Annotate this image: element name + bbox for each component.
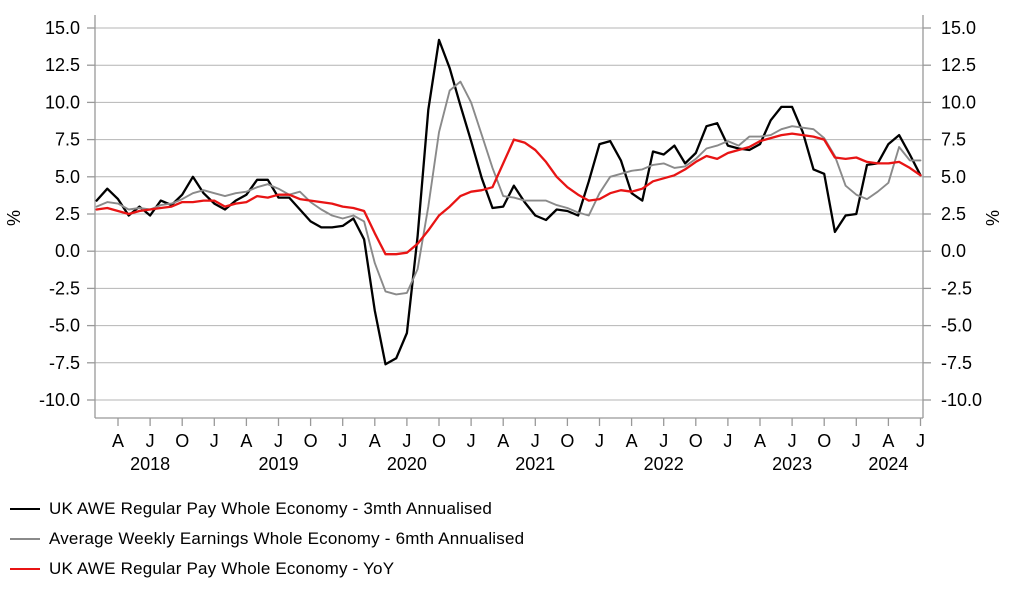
month-label: J: [852, 431, 861, 451]
y-tick-label: -2.5: [49, 278, 80, 298]
series-awe-6mth-annualised: [95, 80, 922, 296]
legend-item-3mth: UK AWE Regular Pay Whole Economy - 3mth …: [10, 494, 524, 524]
month-label: O: [817, 431, 831, 451]
y-tick-label: 12.5: [941, 55, 976, 75]
year-label: 2024: [868, 454, 908, 474]
month-label: O: [560, 431, 574, 451]
legend-item-6mth: Average Weekly Earnings Whole Economy - …: [10, 524, 524, 554]
y-tick-label: 15.0: [45, 18, 80, 38]
year-label: 2023: [772, 454, 812, 474]
series-awe-yoy: [95, 132, 922, 256]
month-label: A: [497, 431, 509, 451]
legend-label-yoy: UK AWE Regular Pay Whole Economy - YoY: [49, 559, 395, 578]
y-tick-label: -5.0: [49, 316, 80, 336]
year-label: 2020: [387, 454, 427, 474]
month-label: J: [338, 431, 347, 451]
y-tick-label: -5.0: [941, 316, 972, 336]
year-label: 2019: [258, 454, 298, 474]
y-tick-label: -10.0: [941, 390, 982, 410]
y-gridlines: [95, 27, 923, 401]
month-label: A: [626, 431, 638, 451]
y-tick-label: -2.5: [941, 278, 972, 298]
month-label: J: [916, 431, 925, 451]
y-tick-label: -7.5: [49, 353, 80, 373]
year-label: 2021: [515, 454, 555, 474]
legend: UK AWE Regular Pay Whole Economy - 3mth …: [10, 494, 524, 584]
month-label: J: [531, 431, 540, 451]
month-label: A: [369, 431, 381, 451]
y-tick-label: 10.0: [941, 92, 976, 112]
series-awe-3mth-annualised: [95, 38, 922, 366]
legend-label-3mth: UK AWE Regular Pay Whole Economy - 3mth …: [49, 499, 493, 518]
year-label: 2022: [644, 454, 684, 474]
month-label: A: [754, 431, 766, 451]
month-label: O: [175, 431, 189, 451]
y-tick-labels-right: 15.0 12.5 10.0 7.5 5.0 2.5 0.0 -2.5 -5.0 -7.5 -10.…: [941, 18, 982, 410]
legend-line-red: [10, 568, 40, 570]
y-tick-labels-left: 15.0 12.5 10.0 7.5 5.0 2.5 0.0 -2.5 -5.0 -7.5 -10.…: [39, 18, 80, 410]
month-label: J: [723, 431, 732, 451]
month-label: J: [402, 431, 411, 451]
percent-label-left: %: [4, 210, 24, 226]
legend-item-yoy: UK AWE Regular Pay Whole Economy - YoY: [10, 554, 524, 584]
percent-label-right: %: [983, 210, 1003, 226]
month-label: J: [659, 431, 668, 451]
y-tick-label: 5.0: [941, 167, 966, 187]
month-label: O: [432, 431, 446, 451]
month-label: J: [788, 431, 797, 451]
year-label: 2018: [130, 454, 170, 474]
pay-growth-chart: 15.0 12.5 10.0 7.5 5.0 2.5 0.0 -2.5 -5.0 -7.5 -10.…: [4, 15, 1003, 474]
legend-label-6mth: Average Weekly Earnings Whole Economy - …: [49, 529, 525, 548]
plot-frame: [94, 15, 924, 419]
y-tick-label: 12.5: [45, 55, 80, 75]
y-tick-label: -10.0: [39, 390, 80, 410]
month-label: O: [304, 431, 318, 451]
y-tick-label: 2.5: [55, 204, 80, 224]
month-label: J: [210, 431, 219, 451]
y-tick-label: 7.5: [941, 130, 966, 150]
y-tick-label: 10.0: [45, 92, 80, 112]
month-label: O: [689, 431, 703, 451]
y-tick-label: 15.0: [941, 18, 976, 38]
month-label: J: [595, 431, 604, 451]
legend-line-black: [10, 508, 40, 510]
month-label: A: [240, 431, 252, 451]
y-tick-label: -7.5: [941, 353, 972, 373]
y-ticks-left: [87, 27, 95, 401]
month-label: J: [274, 431, 283, 451]
year-labels: 2018 2019 2020 2021 2022 2023 2024: [130, 454, 908, 474]
y-tick-label: 0.0: [55, 241, 80, 261]
legend-line-gray: [10, 538, 40, 540]
month-label: J: [467, 431, 476, 451]
y-tick-label: 0.0: [941, 241, 966, 261]
y-ticks-right: [923, 27, 931, 401]
month-label: A: [882, 431, 894, 451]
y-tick-label: 2.5: [941, 204, 966, 224]
month-label: J: [146, 431, 155, 451]
y-tick-label: 5.0: [55, 167, 80, 187]
y-tick-label: 7.5: [55, 130, 80, 150]
month-label: A: [112, 431, 124, 451]
x-ticks: [117, 418, 922, 426]
